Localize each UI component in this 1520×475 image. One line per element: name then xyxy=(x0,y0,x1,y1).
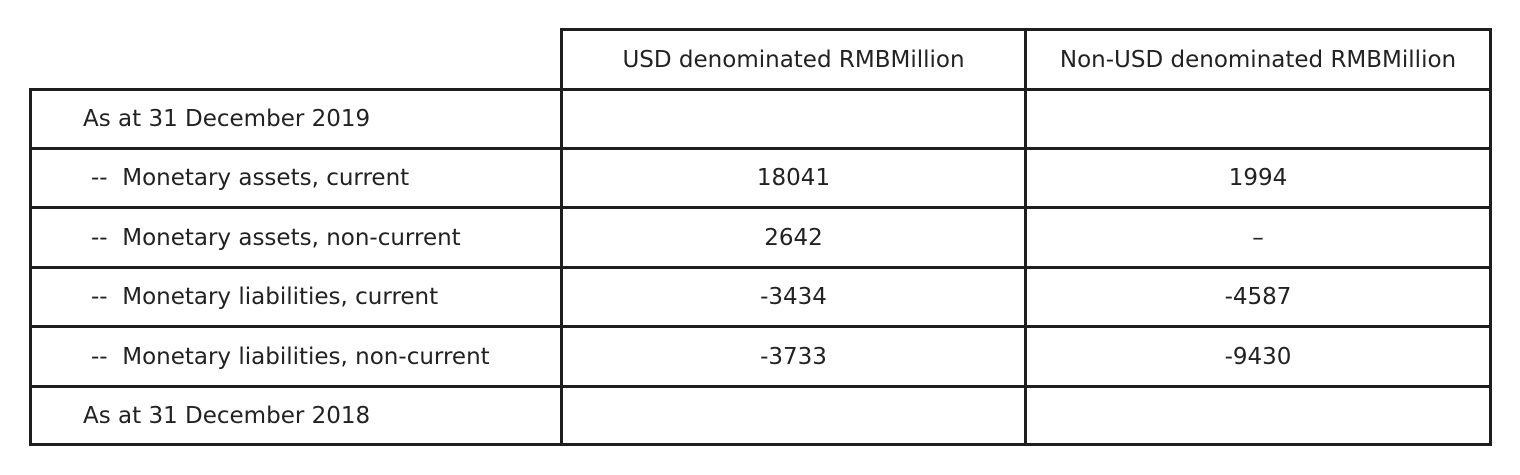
header-usd: USD denominated RMBMillion xyxy=(622,46,965,73)
row-label: -- Monetary liabilities, current xyxy=(91,284,439,310)
row-label: -- Monetary liabilities, non-current xyxy=(91,343,490,370)
row-usd-value: 18041 xyxy=(756,165,831,191)
row-usd-value: -3434 xyxy=(760,284,827,310)
row-usd-value xyxy=(563,388,1024,443)
row-non-usd-value: – xyxy=(1252,224,1264,251)
row-non-usd-value: -9430 xyxy=(1224,343,1292,370)
row-usd-value xyxy=(563,91,1024,147)
rule-row-3-top xyxy=(29,266,1492,269)
row-non-usd-value xyxy=(1027,388,1489,443)
rule-right xyxy=(1489,28,1492,446)
rule-row-0-top xyxy=(29,88,1492,91)
row-label: As at 31 December 2018 xyxy=(83,402,371,429)
rule-bottom xyxy=(29,443,1492,446)
rule-row-4-top xyxy=(29,325,1492,328)
row-label: -- Monetary assets, current xyxy=(91,165,410,191)
rule-left xyxy=(29,88,32,446)
row-non-usd-value xyxy=(1027,91,1489,147)
row-non-usd-value: -4587 xyxy=(1224,284,1292,310)
rule-row-2-top xyxy=(29,206,1492,209)
row-label: -- Monetary assets, non-current xyxy=(91,224,461,251)
rule-row-5-top xyxy=(29,385,1492,388)
header-non-usd: Non-USD denominated RMBMillion xyxy=(1059,46,1457,73)
row-usd-value: -3733 xyxy=(760,343,827,370)
row-non-usd-value: 1994 xyxy=(1228,165,1288,191)
row-label: As at 31 December 2019 xyxy=(83,106,371,132)
rule-row-1-top xyxy=(29,147,1492,150)
rule-col-1 xyxy=(560,28,563,446)
rule-col-2 xyxy=(1024,28,1027,446)
row-usd-value: 2642 xyxy=(764,224,823,251)
